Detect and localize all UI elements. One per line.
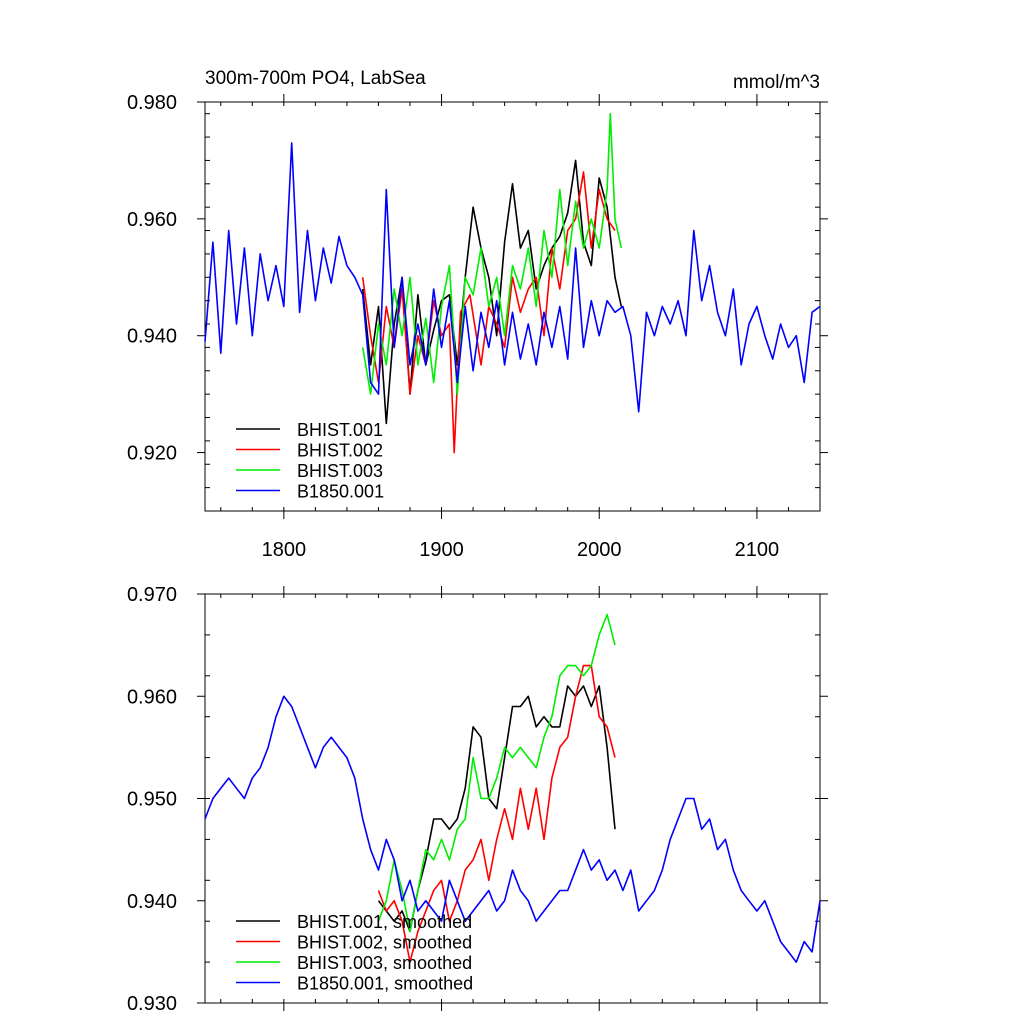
panel-1-y-tick-label: 0.960: [127, 209, 177, 231]
panel-2-legend-label: BHIST.003, smoothed: [297, 953, 472, 973]
panel-1-legend-label: BHIST.003: [297, 461, 383, 481]
panel-2-series-b1850-001-smoothed: [204, 695, 821, 963]
chart-title: 300m-700m PO4, LabSea: [205, 68, 426, 89]
panel-2: [197, 586, 828, 1011]
panel-2-series-bhist-002-smoothed: [377, 664, 616, 963]
panel-1-x-tick-label: 1800: [262, 539, 307, 561]
panel-1-y-tick-label: 0.940: [127, 326, 177, 348]
panel-1-legend-label: BHIST.002: [297, 441, 383, 461]
panel-2-y-tick-label: 0.960: [127, 686, 177, 708]
panel-2-legend-label: BHIST.001, smoothed: [297, 912, 472, 932]
panel-2-y-tick-label: 0.930: [127, 993, 177, 1015]
panel-2-y-tick-label: 0.970: [127, 584, 177, 606]
panel-2-y-tick-label: 0.950: [127, 789, 177, 811]
panel-1-y-tick-label: 0.920: [127, 443, 177, 465]
panel-2-legend-label: BHIST.002, smoothed: [297, 933, 472, 953]
panel-1: [197, 94, 828, 519]
panel-1-legend-label: BHIST.001: [297, 420, 383, 440]
units-label: mmol/m^3: [733, 72, 820, 93]
panel-1-series-b1850-001: [204, 142, 821, 413]
panel-2-y-tick-label: 0.940: [127, 891, 177, 913]
panel-1-series-bhist-003: [361, 112, 623, 395]
panel-1-y-tick-label: 0.980: [127, 92, 177, 114]
panel-2-series-bhist-003-smoothed: [377, 613, 616, 933]
panel-1-x-tick-label: 2000: [577, 539, 622, 561]
panel-2-legend-label: B1850.001, smoothed: [297, 974, 473, 994]
panel-1-legend-label: B1850.001: [297, 482, 384, 502]
panel-1-x-tick-label: 2100: [735, 539, 780, 561]
panel-1-x-tick-label: 1900: [419, 539, 464, 561]
